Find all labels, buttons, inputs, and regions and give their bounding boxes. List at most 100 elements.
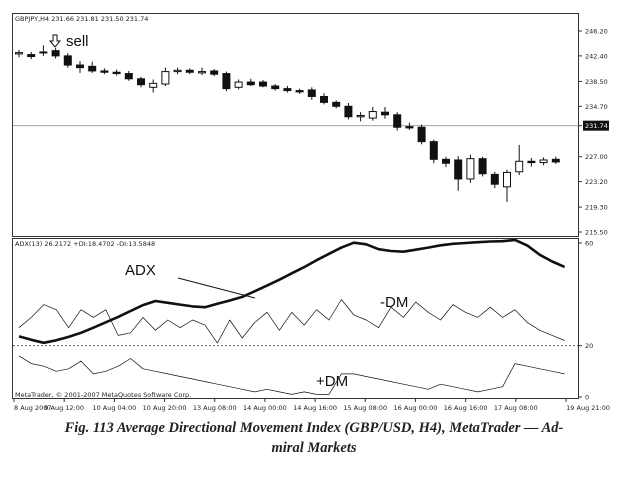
- adx-panel-frame: [12, 238, 579, 399]
- candle-body: [356, 114, 365, 118]
- sell-label: sell: [66, 33, 89, 50]
- time-tick-label: 8 Aug 2007: [14, 404, 52, 412]
- candle: [246, 78, 255, 86]
- price-tick-label: 223.20: [585, 178, 608, 186]
- candle: [490, 171, 499, 189]
- candle: [356, 112, 365, 122]
- candle-body: [234, 81, 243, 88]
- candle-body: [63, 55, 72, 66]
- candle: [210, 68, 219, 77]
- time-tick-label: 10 Aug 20:00: [143, 404, 187, 412]
- candle-body: [39, 51, 48, 54]
- adx-header: ADX(13) 26.2172 +DI:18.4702 -DI:13.5848: [15, 240, 155, 248]
- candle: [137, 76, 145, 88]
- candle-body: [478, 158, 487, 175]
- adx-tick-label: 60: [585, 240, 593, 248]
- candle-body: [271, 85, 280, 90]
- candle-body: [51, 50, 60, 57]
- candle-body: [539, 159, 548, 164]
- candle-body: [295, 90, 304, 93]
- candle-body: [490, 173, 499, 185]
- price-panel-frame: [12, 13, 579, 237]
- candle: [332, 100, 341, 109]
- candle: [27, 51, 36, 60]
- candle-body: [417, 126, 426, 143]
- price-tick-label: 234.70: [585, 103, 608, 111]
- caption-line-1: Fig. 113 Average Directional Movement In…: [64, 420, 564, 436]
- time-tick-label: 9 Aug 12:00: [44, 404, 84, 412]
- candle: [405, 122, 414, 130]
- caption-line-2: miral Markets: [271, 440, 357, 456]
- candle: [88, 61, 97, 73]
- candle: [368, 106, 377, 121]
- candle: [15, 49, 23, 58]
- candle: [307, 87, 316, 100]
- candle-body: [442, 158, 450, 164]
- minus-dm-label: -DM: [380, 294, 408, 311]
- candle: [51, 48, 60, 59]
- price-axis: 246.20 242.40 238.50 234.70 231.74 227.00 223.…: [578, 28, 609, 237]
- candle: [76, 61, 84, 73]
- candle-body: [246, 81, 255, 86]
- candle-body: [283, 88, 292, 92]
- candle: [515, 144, 524, 176]
- time-tick-label: 16 Aug 00:00: [394, 404, 438, 412]
- candle-body: [368, 111, 377, 119]
- candle-body: [185, 69, 194, 73]
- copyright: MetaTrader, © 2001-2007 MetaQuotes Softw…: [15, 391, 191, 399]
- candle: [527, 158, 536, 167]
- candle-body: [27, 54, 36, 58]
- candle: [124, 70, 133, 81]
- candle-body: [198, 71, 206, 74]
- candle: [100, 68, 109, 75]
- candle-body: [393, 114, 402, 128]
- candle-body: [503, 171, 511, 188]
- chart: GBPJPY,H4 231.66 231.81 231.50 231.74 24…: [12, 13, 610, 412]
- candle-body: [466, 158, 475, 180]
- candle: [271, 84, 280, 91]
- candle-body: [332, 101, 341, 107]
- down-arrow-icon: [48, 34, 62, 48]
- time-tick-label: 15 Aug 08:00: [343, 404, 387, 412]
- candle: [381, 106, 389, 119]
- candle-body: [381, 111, 389, 116]
- candle-body: [515, 160, 524, 173]
- candle-body: [161, 71, 170, 85]
- candle-body: [173, 69, 182, 73]
- candle-body: [454, 159, 463, 180]
- candle: [503, 169, 511, 202]
- candle: [185, 68, 194, 75]
- adx-label: ADX: [125, 262, 156, 279]
- candle-body: [15, 52, 23, 55]
- time-tick-label: 10 Aug 04:00: [92, 404, 136, 412]
- candle: [442, 156, 450, 168]
- price-tick-label: 231.74: [585, 122, 608, 130]
- candle-body: [259, 81, 267, 87]
- candle-body: [405, 126, 414, 129]
- candle: [173, 67, 182, 75]
- candle: [344, 103, 353, 120]
- current-price-box: [583, 120, 609, 131]
- candle: [393, 112, 402, 131]
- time-tick-label: 14 Aug 16:00: [293, 404, 337, 412]
- candle-body: [527, 160, 536, 164]
- candle-body: [320, 95, 328, 103]
- candle: [320, 93, 328, 105]
- series-line-adx: [18, 238, 566, 345]
- candle: [161, 67, 170, 86]
- sell-annotation: sell: [48, 33, 89, 50]
- plus-dm-label: +DM: [316, 373, 348, 390]
- adx-tick-label: 20: [585, 342, 593, 350]
- candle: [417, 124, 426, 145]
- candle: [63, 53, 72, 68]
- price-tick-label: 219.30: [585, 204, 608, 212]
- candle: [429, 139, 438, 164]
- time-tick-label: 13 Aug 08:00: [193, 404, 237, 412]
- candle: [112, 69, 121, 76]
- price-tick-label: 242.40: [585, 52, 608, 60]
- adx-axis: 60 20 0: [578, 240, 593, 402]
- candle: [39, 45, 48, 56]
- candle-body: [112, 71, 121, 75]
- candle-body: [307, 89, 316, 97]
